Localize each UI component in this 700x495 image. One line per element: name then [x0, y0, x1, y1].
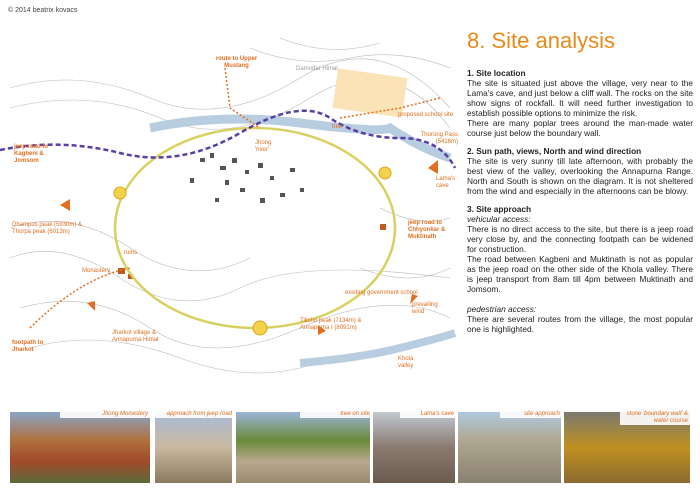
map-label: jeep road to Kagbeni & Jomsom	[14, 144, 49, 164]
subheading: vehicular access:	[467, 214, 531, 224]
text-column: 8. Site analysis 1. Site location The si…	[467, 28, 693, 342]
photo-caption: tree on site	[300, 411, 372, 418]
map-label: jeep road to Chhyonkar & Muktinath	[408, 220, 446, 240]
heading: 1. Site location	[467, 68, 526, 78]
map-label: Dhampus peak (5930m) & Thorpa peak (6013…	[12, 222, 83, 235]
photo-caption: site approach	[500, 411, 562, 418]
photo-caption: stone 'boundary wall' & water course	[620, 411, 690, 425]
map-label: Thorong Pass (5416m)	[420, 132, 458, 145]
map-label: Monastery	[82, 268, 111, 274]
paragraph: There are several routes from the villag…	[467, 314, 693, 334]
photo-caption: approach from jeep road	[155, 411, 234, 418]
paragraph: There are many poplar trees around the m…	[467, 118, 693, 138]
map-label: existing government school	[345, 290, 418, 296]
photo	[155, 412, 232, 483]
photo-caption: Lama's cave	[400, 411, 456, 418]
map-label: Jhong 'river'	[255, 140, 272, 153]
paragraph: The road between Kagbeni and Muktinath i…	[467, 254, 693, 294]
map-label: prevailing wind	[412, 302, 438, 315]
paragraph: The site is situated just above the vill…	[467, 78, 693, 118]
map-label: Jharkot village & Annapurna Himal	[112, 330, 159, 343]
map-label: footpath to Jharkot	[12, 340, 44, 353]
map-label: route to Upper Mustang	[215, 56, 258, 69]
map-label: Damodar Himal	[296, 66, 338, 72]
photo	[458, 412, 561, 483]
photo	[373, 412, 455, 483]
map-label: proposed school site	[398, 112, 454, 118]
paragraph: The site is very sunny till late afterno…	[467, 156, 693, 196]
paragraph: There is no direct access to the site, b…	[467, 224, 693, 254]
map-label: Khola valley	[398, 356, 414, 369]
map-label: tree	[332, 124, 343, 130]
site-map	[0, 37, 457, 374]
photo-caption: Jhong Monastery	[60, 411, 150, 418]
copyright: © 2014 beatrix kovacs	[8, 7, 78, 14]
map-label: Lama's cave	[436, 176, 456, 189]
heading: 3. Site approach	[467, 204, 532, 214]
photo	[236, 412, 370, 483]
map-label: Tilicho peak (7134m) & Annapurna I (8091…	[300, 318, 362, 331]
map-label: ruins	[124, 250, 138, 256]
photo	[10, 412, 150, 483]
heading: 2. Sun path, views, North and wind direc…	[467, 146, 642, 156]
title: 8. Site analysis	[467, 28, 615, 53]
subheading: pedestrian access:	[467, 304, 537, 314]
